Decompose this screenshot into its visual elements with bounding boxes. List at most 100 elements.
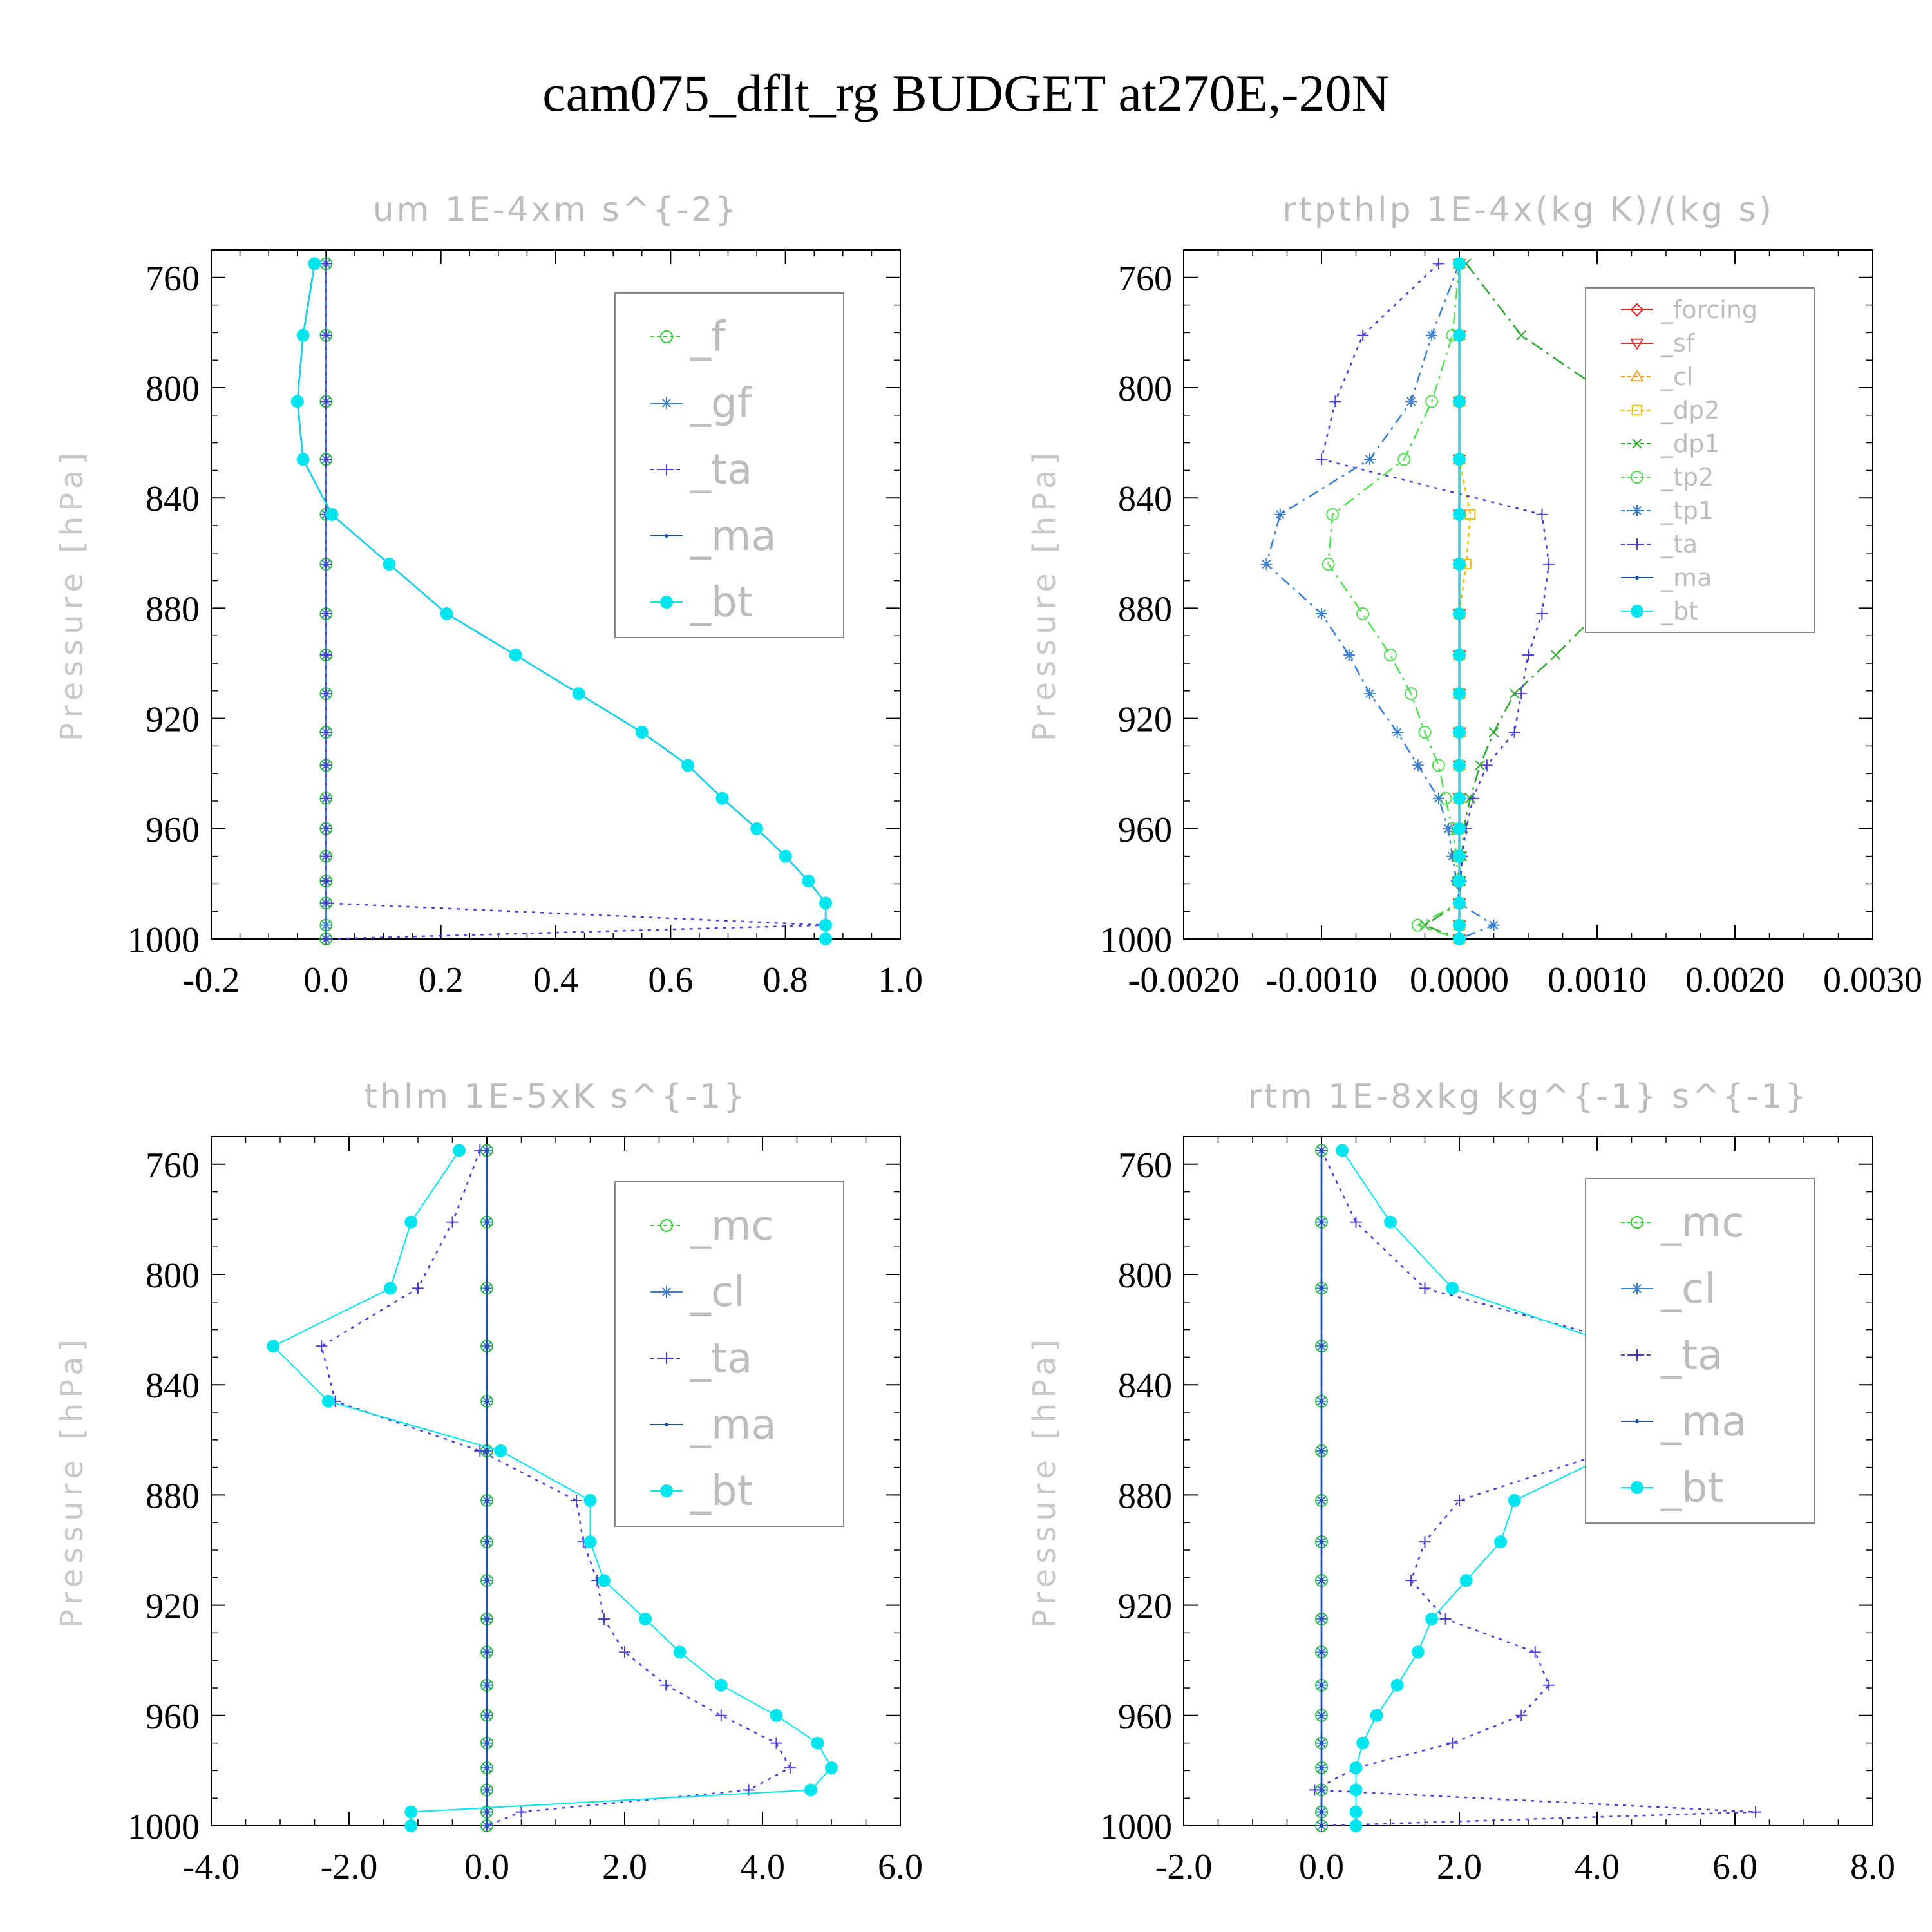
legend-box xyxy=(1585,1178,1815,1524)
data-point xyxy=(474,1444,486,1457)
legend-marker xyxy=(1635,1419,1639,1423)
data-point xyxy=(1320,1540,1323,1544)
legend-marker xyxy=(1631,1216,1643,1229)
data-point xyxy=(1320,1713,1323,1718)
legend-label: _ma xyxy=(690,1401,777,1449)
data-point xyxy=(404,1819,418,1832)
data-point xyxy=(1419,920,1430,931)
data-point xyxy=(1425,1613,1439,1625)
data-point xyxy=(784,1762,796,1774)
data-point xyxy=(1453,918,1466,932)
y-tick-label: 920 xyxy=(146,700,200,740)
data-point xyxy=(635,726,649,739)
y-tick-label: 1000 xyxy=(128,920,200,960)
data-point xyxy=(1442,822,1454,835)
data-point xyxy=(485,1540,489,1544)
legend-marker xyxy=(665,1423,668,1426)
data-point xyxy=(1320,1650,1323,1654)
data-point xyxy=(1349,1805,1363,1819)
legend-label: _tp2 xyxy=(1660,463,1714,491)
data-point xyxy=(1349,1783,1363,1797)
legend-label: _mc xyxy=(1660,1199,1745,1247)
legend-marker xyxy=(1631,1481,1643,1494)
y-axis-label: Pressure [hPa] xyxy=(54,448,90,741)
data-point xyxy=(1536,508,1548,520)
data-point xyxy=(1446,1282,1459,1295)
data-point xyxy=(320,258,332,270)
data-point xyxy=(290,395,304,408)
data-point xyxy=(1453,933,1466,945)
data-point xyxy=(1356,607,1370,620)
x-tick-label: 0.6 xyxy=(648,960,693,1000)
legend-label: _mc xyxy=(690,1202,774,1250)
data-point xyxy=(1453,759,1466,772)
data-point xyxy=(1481,759,1493,772)
data-point xyxy=(770,1737,782,1749)
legend: _mc _cl _ta _ma _bt xyxy=(614,1181,844,1527)
data-point xyxy=(1320,1683,1323,1687)
data-point xyxy=(1454,1494,1465,1506)
x-tick-label: -2.0 xyxy=(321,1847,378,1887)
data-point xyxy=(320,395,332,408)
data-point xyxy=(1453,395,1466,408)
data-point xyxy=(1320,1741,1323,1745)
data-point xyxy=(485,1766,489,1770)
legend-marker xyxy=(1631,605,1643,618)
x-tick-label: 0.0030 xyxy=(1823,960,1922,1000)
legend-label: _dp1 xyxy=(1660,430,1719,458)
data-point xyxy=(1515,688,1528,700)
data-point xyxy=(1349,1819,1363,1832)
panel-rtpthlp: rtpthlp 1E-4x(kg K)/(kg s) Pressure [hPa]… xyxy=(1027,191,1922,1000)
data-point xyxy=(320,649,332,661)
y-tick-label: 1000 xyxy=(128,1807,200,1847)
legend-label: _ma xyxy=(690,513,777,560)
legend-marker xyxy=(1630,370,1644,382)
data-point xyxy=(1425,395,1439,408)
series-bt xyxy=(1453,257,1466,945)
data-point xyxy=(485,1741,489,1745)
data-point xyxy=(1515,1709,1528,1721)
data-point xyxy=(1384,1215,1397,1229)
x-tick-label: 0.8 xyxy=(763,960,808,1000)
x-tick-label: 1.0 xyxy=(878,960,923,1000)
series-bt xyxy=(290,257,833,945)
legend: _forcing _sf _cl _dp2 _dp1 _tp2 _tp1 _ta _ma _bt xyxy=(1585,287,1815,633)
data-point xyxy=(485,1220,489,1224)
data-point xyxy=(1453,875,1466,888)
y-tick-label: 960 xyxy=(1118,810,1172,850)
legend-marker xyxy=(1631,404,1643,416)
legend-box xyxy=(614,292,844,638)
y-tick-label: 760 xyxy=(146,1146,200,1186)
panel-thlm: thlm 1E-5xK s^{-1} Pressure [hPa] -4.0 -2.0… xyxy=(54,1077,923,1887)
data-point xyxy=(1329,395,1341,408)
data-point xyxy=(1453,896,1466,910)
data-point xyxy=(1405,687,1418,701)
legend-label: _bt xyxy=(1660,1464,1724,1512)
y-tick-label: 880 xyxy=(146,1476,200,1516)
y-tick-label: 800 xyxy=(146,369,200,409)
data-point xyxy=(296,328,310,342)
data-point xyxy=(1453,453,1466,466)
x-tick-label: 0.2 xyxy=(419,960,464,1000)
series-line xyxy=(1327,263,1461,940)
legend-label: _ma xyxy=(1660,564,1712,592)
y-tick-label: 840 xyxy=(1118,1366,1172,1406)
y-axis-label: Pressure [hPa] xyxy=(1027,448,1063,741)
legend-marker xyxy=(1631,505,1643,516)
series-dp2 xyxy=(1454,258,1476,945)
data-point xyxy=(1453,649,1466,662)
data-point xyxy=(1363,453,1376,466)
legend-marker xyxy=(1630,338,1644,350)
data-point xyxy=(673,1645,687,1659)
legend-marker xyxy=(661,397,672,409)
data-point xyxy=(1432,759,1445,772)
data-point xyxy=(509,649,522,662)
legend-label: _sf xyxy=(1660,329,1696,357)
data-point xyxy=(320,688,332,700)
data-point xyxy=(1326,507,1340,521)
data-point xyxy=(485,1578,489,1583)
data-point xyxy=(1439,1613,1452,1625)
x-tick-label: -4.0 xyxy=(183,1847,240,1887)
data-point xyxy=(320,792,332,804)
legend-marker xyxy=(660,1484,673,1497)
